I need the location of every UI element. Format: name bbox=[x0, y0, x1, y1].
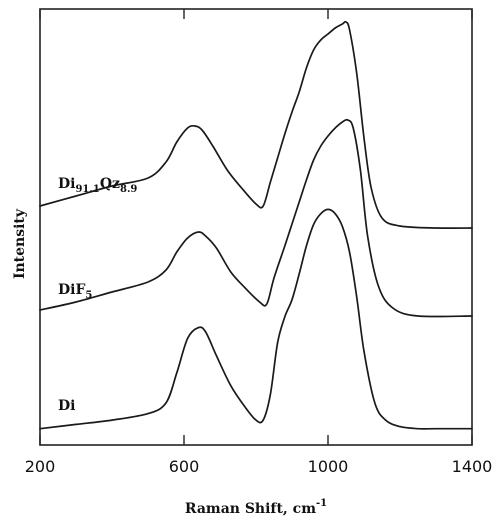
series-label-di-qz: Di91.1Qz8.9 bbox=[58, 176, 137, 195]
x-tick-label-1000: 1000 bbox=[308, 457, 349, 476]
x-axis-label-superscript: -1 bbox=[316, 498, 327, 509]
series-label-di: Di bbox=[58, 398, 75, 414]
x-tick-label-600: 600 bbox=[169, 457, 200, 476]
x-axis-label: Raman Shift, cm-1 bbox=[185, 498, 327, 517]
series-line-2 bbox=[39, 208, 473, 430]
x-axis-ticks: 200 600 1000 1400 bbox=[25, 9, 493, 476]
series-group bbox=[39, 20, 473, 430]
y-axis-label: Intensity bbox=[12, 208, 28, 279]
series-line-0 bbox=[39, 20, 473, 229]
plot-frame bbox=[39, 8, 473, 446]
x-tick-label-1400: 1400 bbox=[452, 457, 493, 476]
x-tick-label-200: 200 bbox=[25, 457, 56, 476]
series-label-dif: DiF5 bbox=[58, 282, 92, 301]
series-line-1 bbox=[39, 118, 473, 318]
